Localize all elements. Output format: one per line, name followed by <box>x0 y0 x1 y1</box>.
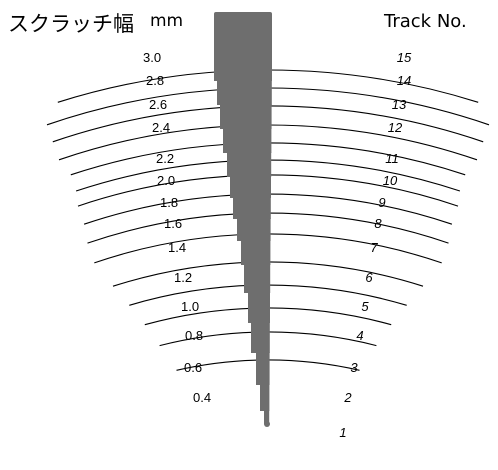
wedge-step-2 <box>260 384 270 411</box>
track-number-1: 1 <box>339 425 346 440</box>
track-number-3: 3 <box>350 360 358 375</box>
width-label-8: 1.6 <box>164 216 182 231</box>
track-number-12: 12 <box>388 120 403 135</box>
unit-label: mm <box>150 11 184 31</box>
wedge-step-9 <box>233 197 271 219</box>
width-label-9: 1.8 <box>160 195 178 210</box>
wedge-step-15 <box>214 56 272 81</box>
wedge-step-11 <box>227 152 272 177</box>
width-label-3: 0.6 <box>184 360 202 375</box>
width-label-7: 1.4 <box>168 240 186 255</box>
track-number-heading: Track No. <box>384 11 467 32</box>
width-label-6: 1.2 <box>174 270 192 285</box>
scratch-width-heading: スクラッチ幅 <box>8 12 134 36</box>
width-label-4: 0.8 <box>185 328 203 343</box>
scratch-wedge <box>214 12 272 427</box>
track-number-14: 14 <box>397 73 411 88</box>
wedge-step-4 <box>251 322 270 353</box>
width-label-13: 2.6 <box>149 97 167 112</box>
wedge-step-7 <box>241 240 271 265</box>
track-number-11: 11 <box>385 151 399 166</box>
wedge-step-12 <box>223 128 272 153</box>
track-number-7: 7 <box>370 240 378 255</box>
wedge-step-3 <box>256 352 270 385</box>
track-number-5: 5 <box>361 299 369 314</box>
wedge-step-1 <box>264 410 270 424</box>
width-label-11: 2.2 <box>156 151 174 166</box>
width-label-10: 2.0 <box>157 173 175 188</box>
wedge-head <box>214 12 272 58</box>
wedge-step-5 <box>248 292 270 323</box>
track-number-15: 15 <box>397 50 412 65</box>
width-label-14: 2.8 <box>146 73 164 88</box>
wedge-step-6 <box>244 264 271 293</box>
track-number-8: 8 <box>374 216 382 231</box>
width-label-2: 0.4 <box>193 390 211 405</box>
wedge-step-13 <box>220 104 272 129</box>
wedge-step-8 <box>237 218 271 241</box>
track-number-4: 4 <box>356 328 363 343</box>
wedge-step-14 <box>217 80 272 105</box>
wedge-step-10 <box>230 176 271 198</box>
track-number-6: 6 <box>365 270 373 285</box>
width-label-5: 1.0 <box>181 299 199 314</box>
width-label-15: 3.0 <box>143 50 161 65</box>
track-number-10: 10 <box>383 173 398 188</box>
wedge-tip <box>264 421 270 427</box>
track-number-13: 13 <box>392 97 407 112</box>
track-number-2: 2 <box>343 390 352 405</box>
track-number-9: 9 <box>378 195 385 210</box>
width-label-12: 2.4 <box>152 120 170 135</box>
